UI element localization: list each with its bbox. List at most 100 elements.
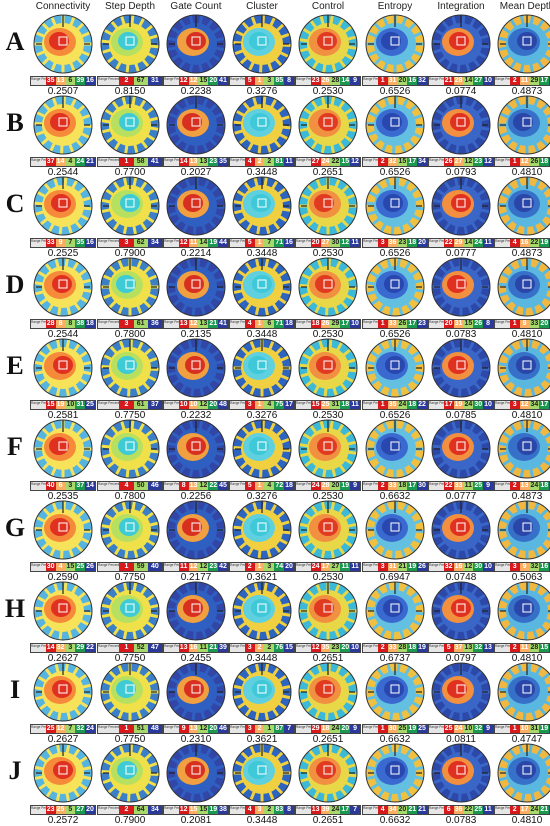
range-percentage: 18: [284, 320, 294, 328]
row-label: F: [7, 432, 23, 461]
range-percentage: 12: [198, 401, 209, 409]
range-legend-label: Range Percentage %: [164, 644, 179, 652]
metric-value: 0.2081: [180, 815, 212, 826]
range-legend-label: Range Percentage %: [98, 563, 120, 571]
range-legend-label: Range Percentage %: [164, 320, 179, 328]
column-header: Entropy: [377, 1, 413, 12]
range-percentage: 22: [208, 482, 219, 490]
range-percentage: 16: [453, 563, 464, 571]
range-percentage: 1: [254, 482, 265, 490]
range-percentage: 27: [320, 239, 331, 247]
range-percentage: 6: [264, 320, 275, 328]
range-percentage: 87: [274, 725, 285, 733]
range-percentage: 2: [244, 563, 255, 571]
metric-value: 0.4810: [511, 329, 543, 340]
range-percentage: 32: [387, 158, 398, 166]
range-percentage-bar: Range Percentage %416221939: [494, 238, 550, 248]
range-percentage: 13: [483, 644, 493, 652]
range-percentage: 15: [310, 401, 321, 409]
metric-value: 0.2651: [312, 653, 344, 664]
range-percentage: 16: [85, 77, 95, 85]
range-percentage: 19: [55, 401, 66, 409]
heatmap-disc: [362, 337, 428, 399]
range-percentage: 24: [473, 239, 484, 247]
range-legend-label: Range Percentage %: [98, 158, 120, 166]
range-percentage: 13: [55, 77, 66, 85]
range-percentage: 1: [254, 401, 265, 409]
range-percentage: 1: [377, 401, 388, 409]
range-percentage: 1: [119, 563, 134, 571]
heatmap-disc: [229, 337, 295, 399]
range-percentage: 10: [350, 644, 360, 652]
range-percentage: 1: [264, 725, 275, 733]
range-percentage: 32: [529, 563, 540, 571]
heatmap-disc: [163, 337, 229, 399]
range-percentage: 12: [198, 563, 209, 571]
range-percentage: 3: [264, 77, 275, 85]
range-percentage: 17: [539, 77, 550, 85]
range-percentage: 9: [519, 563, 530, 571]
range-percentage: 23: [473, 158, 484, 166]
range-percentage: 13: [198, 158, 209, 166]
range-percentage: 19: [417, 644, 427, 652]
metric-value: 0.2544: [47, 329, 79, 340]
range-percentage: 61: [133, 401, 148, 409]
range-legend-label: Range Percentage %: [31, 563, 46, 571]
range-percentage: 21: [208, 320, 219, 328]
range-percentage: 17: [407, 320, 418, 328]
metric-value: 0.3276: [246, 410, 278, 421]
range-percentage: 3: [377, 563, 388, 571]
metric-value: 0.4810: [511, 410, 543, 421]
row-label: E: [6, 351, 24, 380]
heatmap-disc: [494, 418, 550, 480]
range-legend-label: Range Percentage %: [31, 482, 46, 490]
range-percentage: 2: [119, 401, 134, 409]
range-percentage: 8: [284, 806, 294, 814]
metric-value: 0.2310: [180, 734, 212, 745]
metric-value: 0.2530: [312, 86, 344, 97]
metric-value: 0.3448: [246, 248, 278, 259]
metric-value: 0.7800: [114, 491, 146, 502]
heatmap-disc: [97, 13, 163, 75]
range-legend-label: Range Percentage %: [230, 725, 245, 733]
range-percentage: 3: [65, 644, 76, 652]
range-percentage: 20: [208, 401, 219, 409]
range-percentage: 23: [310, 77, 321, 85]
metric-value: 0.2544: [47, 167, 79, 178]
range-percentage-bar: Range Percentage %312341734: [494, 400, 550, 410]
range-legend-label: Range Percentage %: [363, 644, 378, 652]
range-percentage: 1: [509, 725, 520, 733]
heatmap-disc: [295, 661, 361, 723]
range-percentage: 23: [45, 806, 56, 814]
range-legend-label: Range Percentage %: [363, 401, 378, 409]
range-percentage: 24: [397, 401, 408, 409]
range-percentage: 34: [417, 158, 427, 166]
range-legend-label: Range Percentage %: [98, 239, 120, 247]
range-percentage: 12: [198, 482, 209, 490]
range-percentage: 24: [310, 482, 321, 490]
range-percentage: 17: [284, 401, 294, 409]
metric-value: 0.4747: [511, 734, 543, 745]
metric-value: 0.4810: [511, 653, 543, 664]
metric-value: 0.3621: [246, 734, 278, 745]
range-percentage: 28: [45, 320, 56, 328]
metric-value: 0.7750: [114, 572, 146, 583]
metric-value: 0.3448: [246, 815, 278, 826]
row-label: H: [4, 594, 26, 623]
range-percentage: 71: [274, 320, 285, 328]
metric-value: 0.2530: [312, 248, 344, 259]
heatmap-disc: [494, 175, 550, 237]
range-legend-label: Range Percentage %: [429, 482, 444, 490]
range-legend-label: Range Percentage %: [363, 158, 378, 166]
